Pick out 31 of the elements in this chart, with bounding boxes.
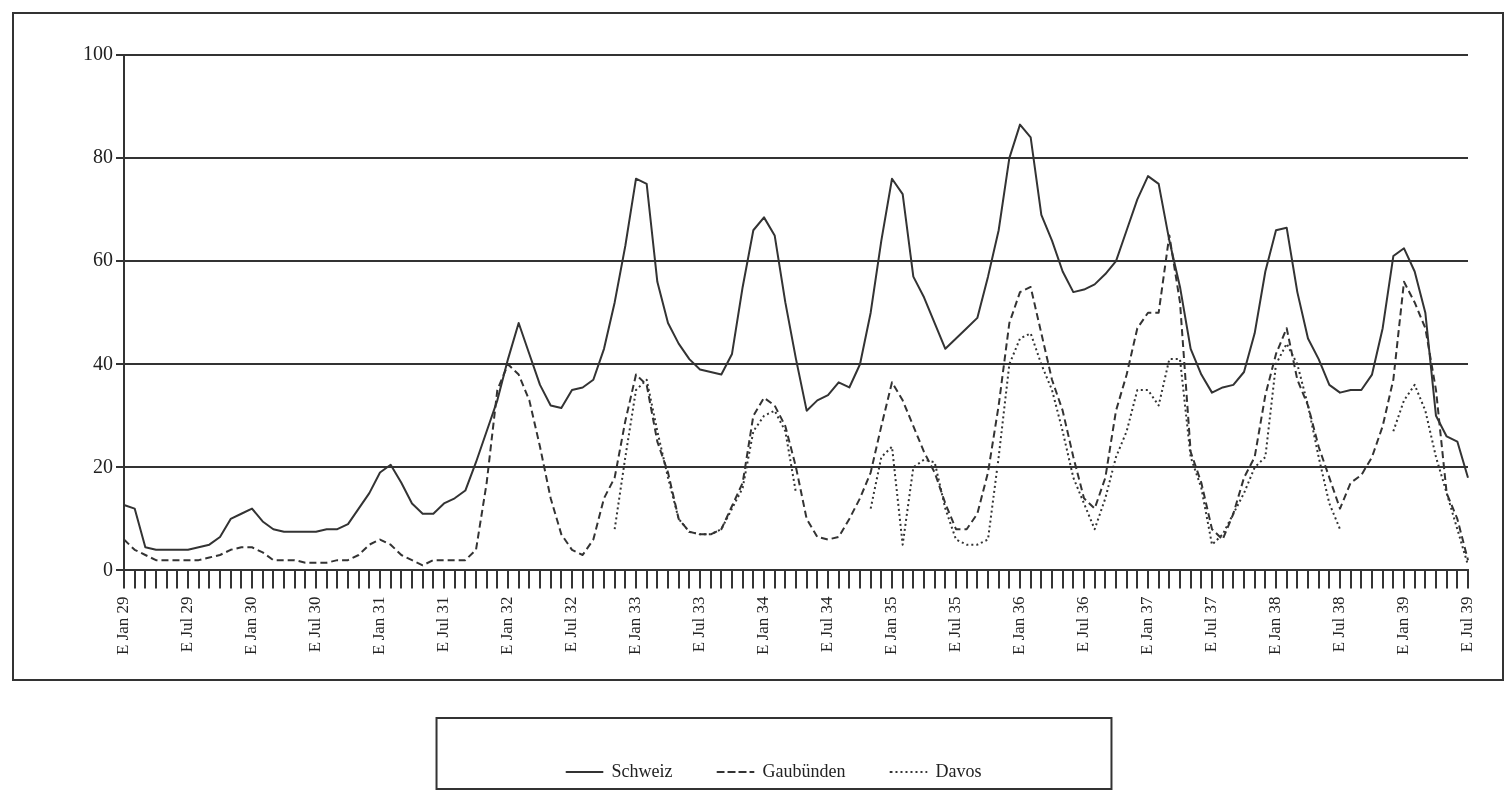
x-tick-label: E Jan 36 [1009,596,1029,655]
x-tick-label: E Jul 30 [305,596,325,653]
y-tick-label: 40 [93,351,113,374]
x-tick-label: E Jan 37 [1137,595,1157,655]
x-tick-label: E Jul 29 [177,596,197,653]
x-tick-label: E Jul 38 [1329,596,1349,653]
x-tick-label: E Jul 31 [433,596,453,653]
y-tick-label: 60 [93,248,113,271]
x-tick-label: E Jul 39 [1457,596,1477,653]
y-tick-label: 0 [103,557,113,580]
x-tick-label: E Jan 33 [625,596,645,655]
x-tick-label: E Jan 29 [113,596,133,655]
x-tick-label: E Jan 31 [369,596,389,655]
x-tick-label: E Jan 32 [497,596,517,655]
x-tick-label: E Jul 36 [1073,596,1093,653]
x-tick-label: E Jul 32 [561,596,581,653]
y-tick-label: 100 [83,42,113,65]
x-tick-label: E Jan 35 [881,596,901,655]
y-tick-label: 80 [93,145,113,168]
x-tick-label: E Jan 39 [1393,596,1413,655]
legend-label: Schweiz [611,760,673,781]
x-tick-label: E Jan 34 [753,595,773,655]
x-tick-label: E Jul 37 [1201,595,1221,653]
x-tick-label: E Jul 34 [817,595,837,653]
y-tick-label: 20 [93,454,113,477]
x-tick-label: E Jul 33 [689,596,709,653]
legend-label: Davos [935,760,982,781]
legend-label: Gaubünden [762,760,846,781]
x-tick-label: E Jan 30 [241,596,261,655]
x-tick-label: E Jan 38 [1265,596,1285,655]
x-tick-label: E Jul 35 [945,596,965,653]
